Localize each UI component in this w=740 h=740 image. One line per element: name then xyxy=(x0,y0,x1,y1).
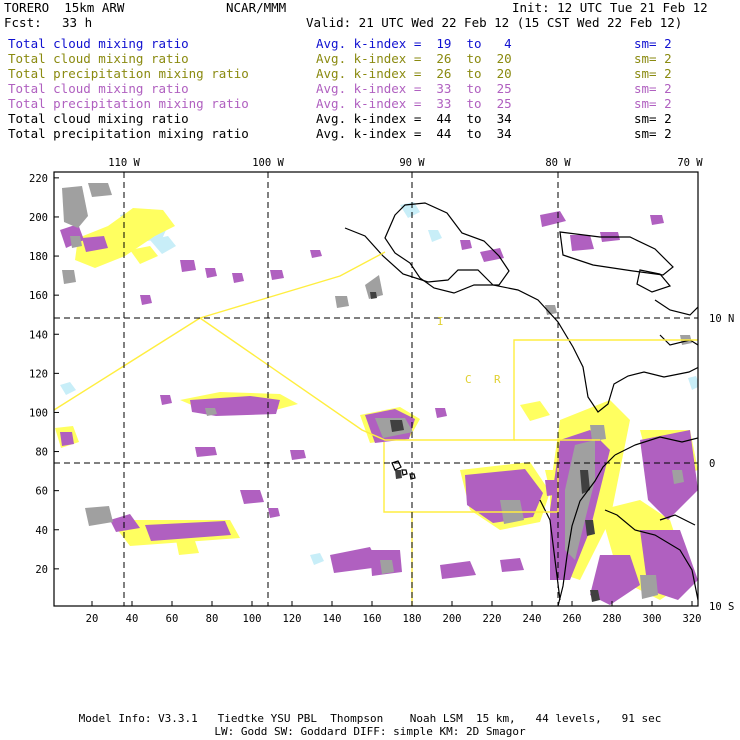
x-tick-label: 100 xyxy=(243,613,262,625)
x-tick-label: 140 xyxy=(323,613,342,625)
x-tick-label: 40 xyxy=(126,613,139,625)
latitude-label: 0 xyxy=(709,458,715,470)
legend-field-name: Total precipitation mixing ratio xyxy=(8,126,249,141)
y-tick-label: 220 xyxy=(29,173,48,185)
box-letter-c: C xyxy=(465,373,472,386)
legend-k-index: Avg. k-index = 33 to 25 xyxy=(316,81,512,96)
x-tick-label: 20 xyxy=(86,613,99,625)
x-tick-label: 120 xyxy=(283,613,302,625)
legend-smoothing: sm= 2 xyxy=(634,111,672,126)
legend-smoothing: sm= 2 xyxy=(634,51,672,66)
x-tick-label: 260 xyxy=(563,613,582,625)
longitude-label: 80 W xyxy=(545,157,571,169)
y-tick-label: 200 xyxy=(29,212,48,224)
legend-k-index: Avg. k-index = 19 to 4 xyxy=(316,36,512,51)
y-tick-label: 40 xyxy=(35,525,48,537)
lat-lon-grid xyxy=(54,172,698,606)
x-tick-label: 200 xyxy=(443,613,462,625)
legend-smoothing: sm= 2 xyxy=(634,81,672,96)
y-tick-label: 180 xyxy=(29,251,48,263)
map-frame xyxy=(53,171,699,607)
x-tick-label: 160 xyxy=(363,613,382,625)
map-field-layer xyxy=(54,172,698,606)
coastline-layer xyxy=(344,202,698,606)
latitude-labels: 10 N 0 10 S xyxy=(709,313,734,613)
legend-k-index: Avg. k-index = 44 to 34 xyxy=(316,126,512,141)
y-tick-label: 60 xyxy=(35,486,48,498)
x-tick-label: 80 xyxy=(206,613,219,625)
legend-smoothing: sm= 2 xyxy=(634,36,672,51)
latitude-label: 10 S xyxy=(709,601,734,613)
y-tick-label: 100 xyxy=(29,407,48,419)
forecast-hours: 33 h xyxy=(62,15,93,30)
legend-k-index: Avg. k-index = 26 to 20 xyxy=(316,66,512,81)
x-axis: 20 40 60 80 100 120 140 160 180 200 220 240 260 280 30… xyxy=(86,601,702,625)
x-tick-label: 320 xyxy=(683,613,702,625)
model-title: TORERO 15km ARW xyxy=(4,0,125,15)
y-tick-label: 140 xyxy=(29,329,48,341)
y-axis: 20 40 60 80 100 120 140 160 180 200 220 xyxy=(29,173,59,576)
x-tick-label: 300 xyxy=(643,613,662,625)
legend-k-index: Avg. k-index = 26 to 20 xyxy=(316,51,512,66)
x-tick-label: 220 xyxy=(483,613,502,625)
legend-field-name: Total cloud mixing ratio xyxy=(8,81,189,96)
y-tick-label: 160 xyxy=(29,290,48,302)
latitude-label: 10 N xyxy=(709,313,734,325)
organization: NCAR/MMM xyxy=(226,0,287,15)
x-tick-label: 180 xyxy=(403,613,422,625)
legend-field-name: Total precipitation mixing ratio xyxy=(8,66,249,81)
model-info-line2: LW: Godd SW: Goddard DIFF: simple KM: 2D… xyxy=(214,725,526,738)
longitude-label: 100 W xyxy=(252,157,284,169)
legend-k-index: Avg. k-index = 33 to 25 xyxy=(316,96,512,111)
dark-layer xyxy=(370,292,600,602)
legend-smoothing: sm= 2 xyxy=(634,66,672,81)
x-tick-label: 240 xyxy=(523,613,542,625)
legend-k-index: Avg. k-index = 44 to 34 xyxy=(316,111,512,126)
longitude-labels: 110 W 100 W 90 W 80 W 70 W xyxy=(108,157,703,169)
legend-field-name: Total precipitation mixing ratio xyxy=(8,96,249,111)
init-time: Init: 12 UTC Tue 21 Feb 12 xyxy=(512,0,708,15)
y-tick-label: 20 xyxy=(35,564,48,576)
legend-field-name: Total cloud mixing ratio xyxy=(8,111,189,126)
x-tick-label: 280 xyxy=(603,613,622,625)
legend-field-name: Total cloud mixing ratio xyxy=(8,51,189,66)
x-tick-label: 60 xyxy=(166,613,179,625)
legend-smoothing: sm= 2 xyxy=(634,126,672,141)
longitude-label: 90 W xyxy=(399,157,425,169)
forecast-label: Fcst: xyxy=(4,15,42,30)
model-info-line1: Model Info: V3.3.1 Tiedtke YSU PBL Thomp… xyxy=(78,712,662,725)
box-letter-i: I xyxy=(437,315,444,328)
box-letter-r: R xyxy=(494,373,501,386)
y-tick-label: 120 xyxy=(29,368,48,380)
legend-smoothing: sm= 2 xyxy=(634,96,672,111)
y-tick-label: 80 xyxy=(35,447,48,459)
legend-field-name: Total cloud mixing ratio xyxy=(8,36,189,51)
valid-time: Valid: 21 UTC Wed 22 Feb 12 (15 CST Wed … xyxy=(306,15,683,30)
longitude-label: 70 W xyxy=(677,157,703,169)
longitude-label: 110 W xyxy=(108,157,140,169)
